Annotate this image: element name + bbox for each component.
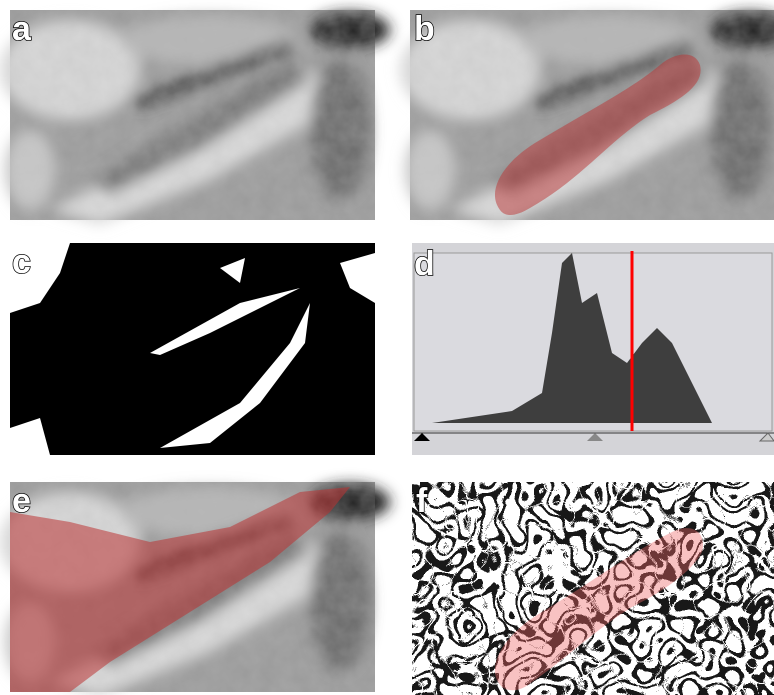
panel-label: b xyxy=(414,10,435,48)
panel-a: a xyxy=(0,10,390,225)
panel-b: b xyxy=(400,10,774,225)
figure: a b c d e f xyxy=(0,0,774,695)
panel-label: c xyxy=(12,243,31,281)
panel-label: f xyxy=(416,482,428,520)
panel-c: c xyxy=(10,243,375,455)
panel-e: e xyxy=(0,482,390,695)
panel-f: f xyxy=(412,482,774,695)
panel-d: d xyxy=(412,243,774,455)
panel-label: e xyxy=(12,482,31,520)
panel-label: a xyxy=(12,10,32,48)
panel-label: d xyxy=(414,245,435,283)
